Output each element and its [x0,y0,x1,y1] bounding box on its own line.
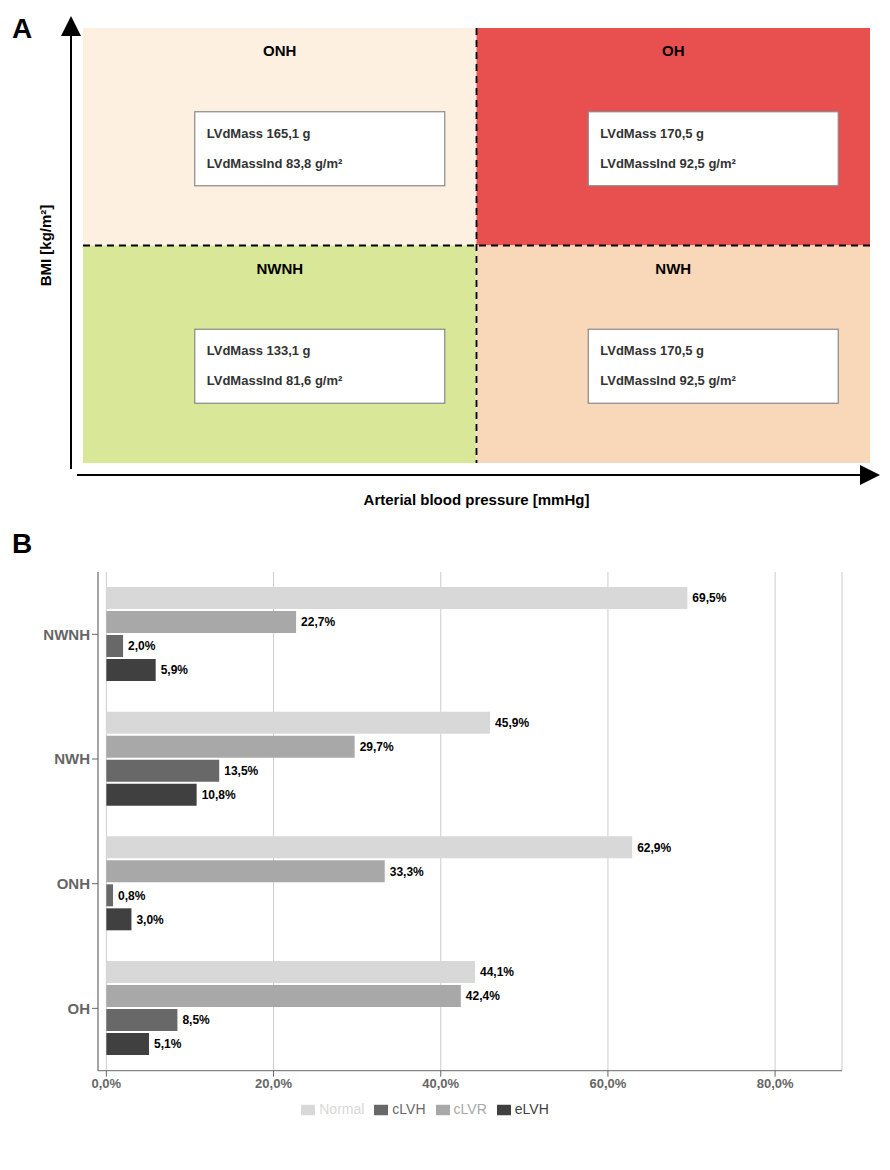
html-text:eLVH: eLVH [514,1100,549,1117]
svg-text:45,9%: 45,9% [495,716,529,730]
svg-text:2,0%: 2,0% [128,639,156,653]
svg-text:BMI [kg/m²]: BMI [kg/m²] [37,205,54,287]
svg-text:62,9%: 62,9% [637,841,671,855]
html-text:cLVH: cLVH [392,1100,426,1117]
svg-text:44,1%: 44,1% [480,965,514,979]
svg-text:29,7%: 29,7% [360,740,394,754]
html-text:Normal: Normal [319,1100,365,1117]
svg-text:NWNH: NWNH [256,260,303,277]
svg-text:40,0%: 40,0% [422,1076,459,1091]
svg-text:80,0%: 80,0% [757,1076,794,1091]
svg-text:60,0%: 60,0% [589,1076,626,1091]
svg-text:3,0%: 3,0% [136,913,164,927]
svg-text:NWH: NWH [54,750,90,767]
html-text:B: B [12,528,33,559]
svg-text:LVdMass 133,1 g: LVdMass 133,1 g [207,343,311,358]
svg-text:20,0%: 20,0% [255,1076,292,1091]
svg-text:LVdMassInd 81,6 g/m²: LVdMassInd 81,6 g/m² [207,373,343,388]
svg-text:0,0%: 0,0% [92,1076,122,1091]
svg-text:ONH: ONH [57,875,90,892]
svg-text:NWH: NWH [655,260,691,277]
svg-text:5,9%: 5,9% [161,663,189,677]
svg-text:NWNH: NWNH [43,626,90,643]
svg-text:13,5%: 13,5% [224,764,258,778]
svg-text:A: A [12,13,32,44]
svg-text:LVdMass 165,1 g: LVdMass 165,1 g [207,126,311,141]
svg-text:22,7%: 22,7% [301,615,335,629]
svg-text:LVdMassInd 92,5 g/m²: LVdMassInd 92,5 g/m² [600,156,736,171]
svg-text:LVdMassInd 92,5 g/m²: LVdMassInd 92,5 g/m² [600,373,736,388]
svg-text:OH: OH [68,1000,91,1017]
svg-text:8,5%: 8,5% [182,1013,210,1027]
svg-text:ONH: ONH [263,42,296,59]
svg-text:5,1%: 5,1% [154,1037,182,1051]
svg-text:OH: OH [662,42,685,59]
svg-text:42,4%: 42,4% [466,989,500,1003]
svg-text:69,5%: 69,5% [692,591,726,605]
html-text:cLVR: cLVR [453,1100,487,1117]
svg-text:10,8%: 10,8% [202,788,236,802]
svg-text:LVdMass 170,5 g: LVdMass 170,5 g [600,126,704,141]
svg-text:LVdMassInd 83,8 g/m²: LVdMassInd 83,8 g/m² [207,156,343,171]
svg-text:33,3%: 33,3% [390,865,424,879]
svg-text:0,8%: 0,8% [118,889,146,903]
svg-text:LVdMass 170,5 g: LVdMass 170,5 g [600,343,704,358]
svg-text:Arterial blood pressure [mmHg]: Arterial blood pressure [mmHg] [364,491,590,508]
